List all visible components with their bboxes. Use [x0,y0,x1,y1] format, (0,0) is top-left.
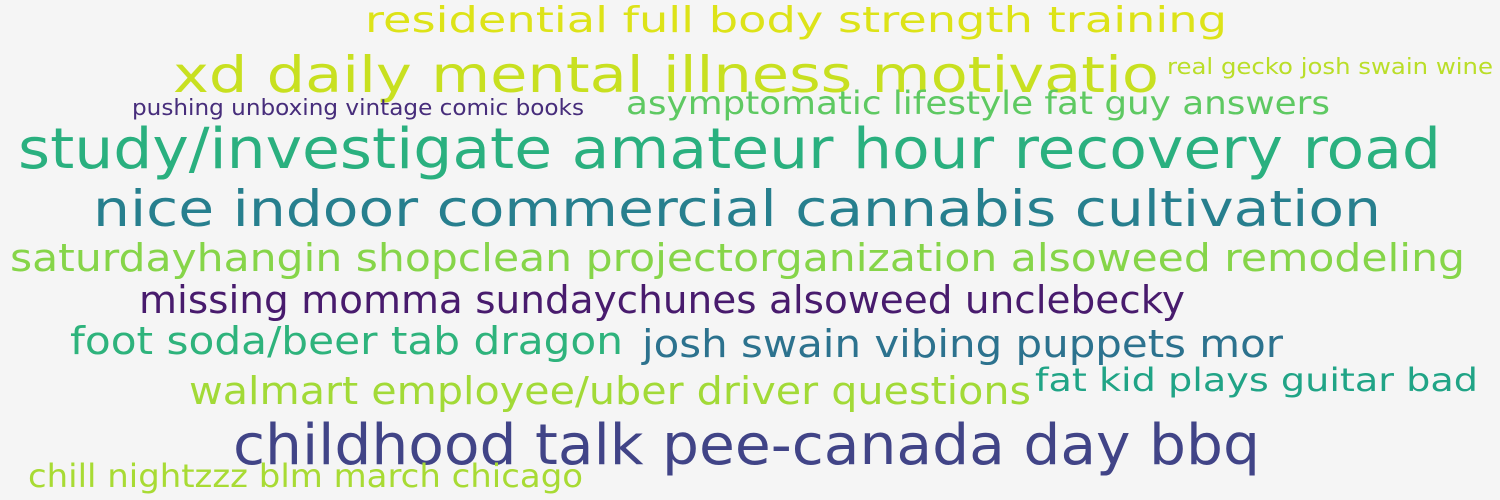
cloud-word: real gecko josh swain wine [1167,55,1493,80]
cloud-word: foot soda/beer tab dragon [70,319,623,363]
cloud-word: pushing unboxing vintage comic books [132,96,584,121]
cloud-word: asymptomatic lifestyle fat guy answers [626,84,1330,122]
cloud-word: chill nightzzz blm march chicago [28,457,583,495]
cloud-word: josh swain vibing puppets mor [642,322,1283,366]
cloud-word: fat kid plays guitar bad [1035,361,1478,399]
cloud-word: residential full body strength training [365,0,1227,41]
cloud-word: xd daily mental illness motivatio [173,46,1159,104]
cloud-word: walmart employee/uber driver questions [189,369,1031,413]
cloud-word: childhood talk pee-canada day bbq [233,413,1260,478]
cloud-word: nice indoor commercial cannabis cultivat… [93,180,1381,238]
cloud-word: missing momma sundaychunes alsoweed uncl… [139,278,1185,322]
cloud-word: saturdayhangin shopclean projectorganiza… [10,236,1465,280]
cloud-word: study/investigate amateur hour recovery … [18,117,1441,182]
